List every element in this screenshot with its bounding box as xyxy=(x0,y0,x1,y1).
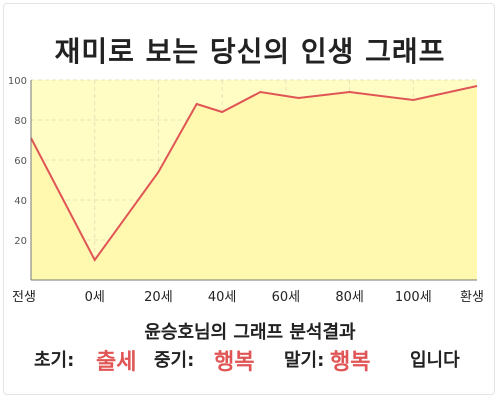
x-tick-label: 환생 xyxy=(460,290,484,305)
y-tick-label: 60 xyxy=(14,156,27,167)
late-value: 행복 xyxy=(330,350,371,375)
y-tick-label: 20 xyxy=(14,236,27,247)
result-ending: 입니다 xyxy=(410,350,460,371)
x-tick-label: 20세 xyxy=(144,290,173,305)
x-tick-label: 40세 xyxy=(208,290,237,305)
y-tick-labels: 20 40 60 80 100 xyxy=(8,76,27,247)
x-tick-label: 100세 xyxy=(395,290,432,305)
x-tick-label: 전생 xyxy=(12,290,36,305)
late-label: 말기: xyxy=(284,350,325,371)
middle-value: 행복 xyxy=(214,350,255,375)
early-label: 초기: xyxy=(34,350,75,371)
y-tick-label: 40 xyxy=(14,196,27,207)
series-line xyxy=(30,85,478,262)
analysis-result-line: 초기: 출세 중기: 행복 말기: 행복 입니다 xyxy=(0,346,500,380)
early-value: 출세 xyxy=(96,350,137,375)
middle-label: 중기: xyxy=(154,350,195,371)
x-tick-label: 80세 xyxy=(335,290,364,305)
y-tick-label: 100 xyxy=(8,76,27,87)
analysis-result-title: 윤승호님의 그래프 분석결과 xyxy=(144,322,356,343)
y-tick-label: 80 xyxy=(14,116,27,127)
x-tick-label: 60세 xyxy=(272,290,301,305)
area-fill xyxy=(31,86,477,280)
page-frame xyxy=(3,3,495,395)
page-title: 재미로 보는 당신의 인생 그래프 xyxy=(54,35,446,68)
x-tick-labels: 전생 0세 20세 40세 60세 80세 100세 환생 xyxy=(12,290,484,305)
x-tick-label: 0세 xyxy=(85,290,105,305)
